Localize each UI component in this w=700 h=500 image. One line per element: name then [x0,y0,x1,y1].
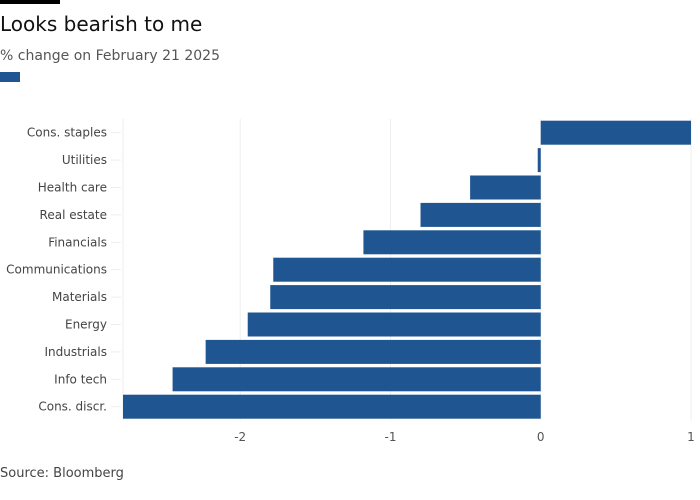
category-label: Cons. discr. [38,400,107,414]
brand-bar [0,0,60,4]
category-label: Materials [52,290,107,304]
bar [420,202,541,227]
bar [247,312,541,337]
chart-subtitle: % change on February 21 2025 [0,48,220,64]
bar [540,120,691,145]
category-label: Energy [65,318,107,332]
x-tick-label: 1 [687,430,695,444]
category-label: Communications [6,263,107,277]
bar [470,175,541,200]
legend-swatch [0,72,20,82]
category-label: Cons. staples [27,126,107,140]
bar [270,285,541,310]
x-tick-label: 0 [537,430,545,444]
category-label: Real estate [40,208,107,222]
bar [123,394,541,419]
category-label: Industrials [44,345,107,359]
bar [273,257,541,282]
bar [363,230,541,255]
x-tick-label: -2 [234,430,246,444]
x-tick-label: -1 [384,430,396,444]
source-note: Source: Bloomberg [0,466,124,481]
category-label: Info tech [54,372,107,386]
category-label: Financials [48,235,107,249]
category-label: Health care [38,181,107,195]
bar [172,367,541,392]
chart-title: Looks bearish to me [0,12,203,36]
category-label: Utilities [62,153,107,167]
bar [537,148,541,173]
bar [205,339,541,364]
